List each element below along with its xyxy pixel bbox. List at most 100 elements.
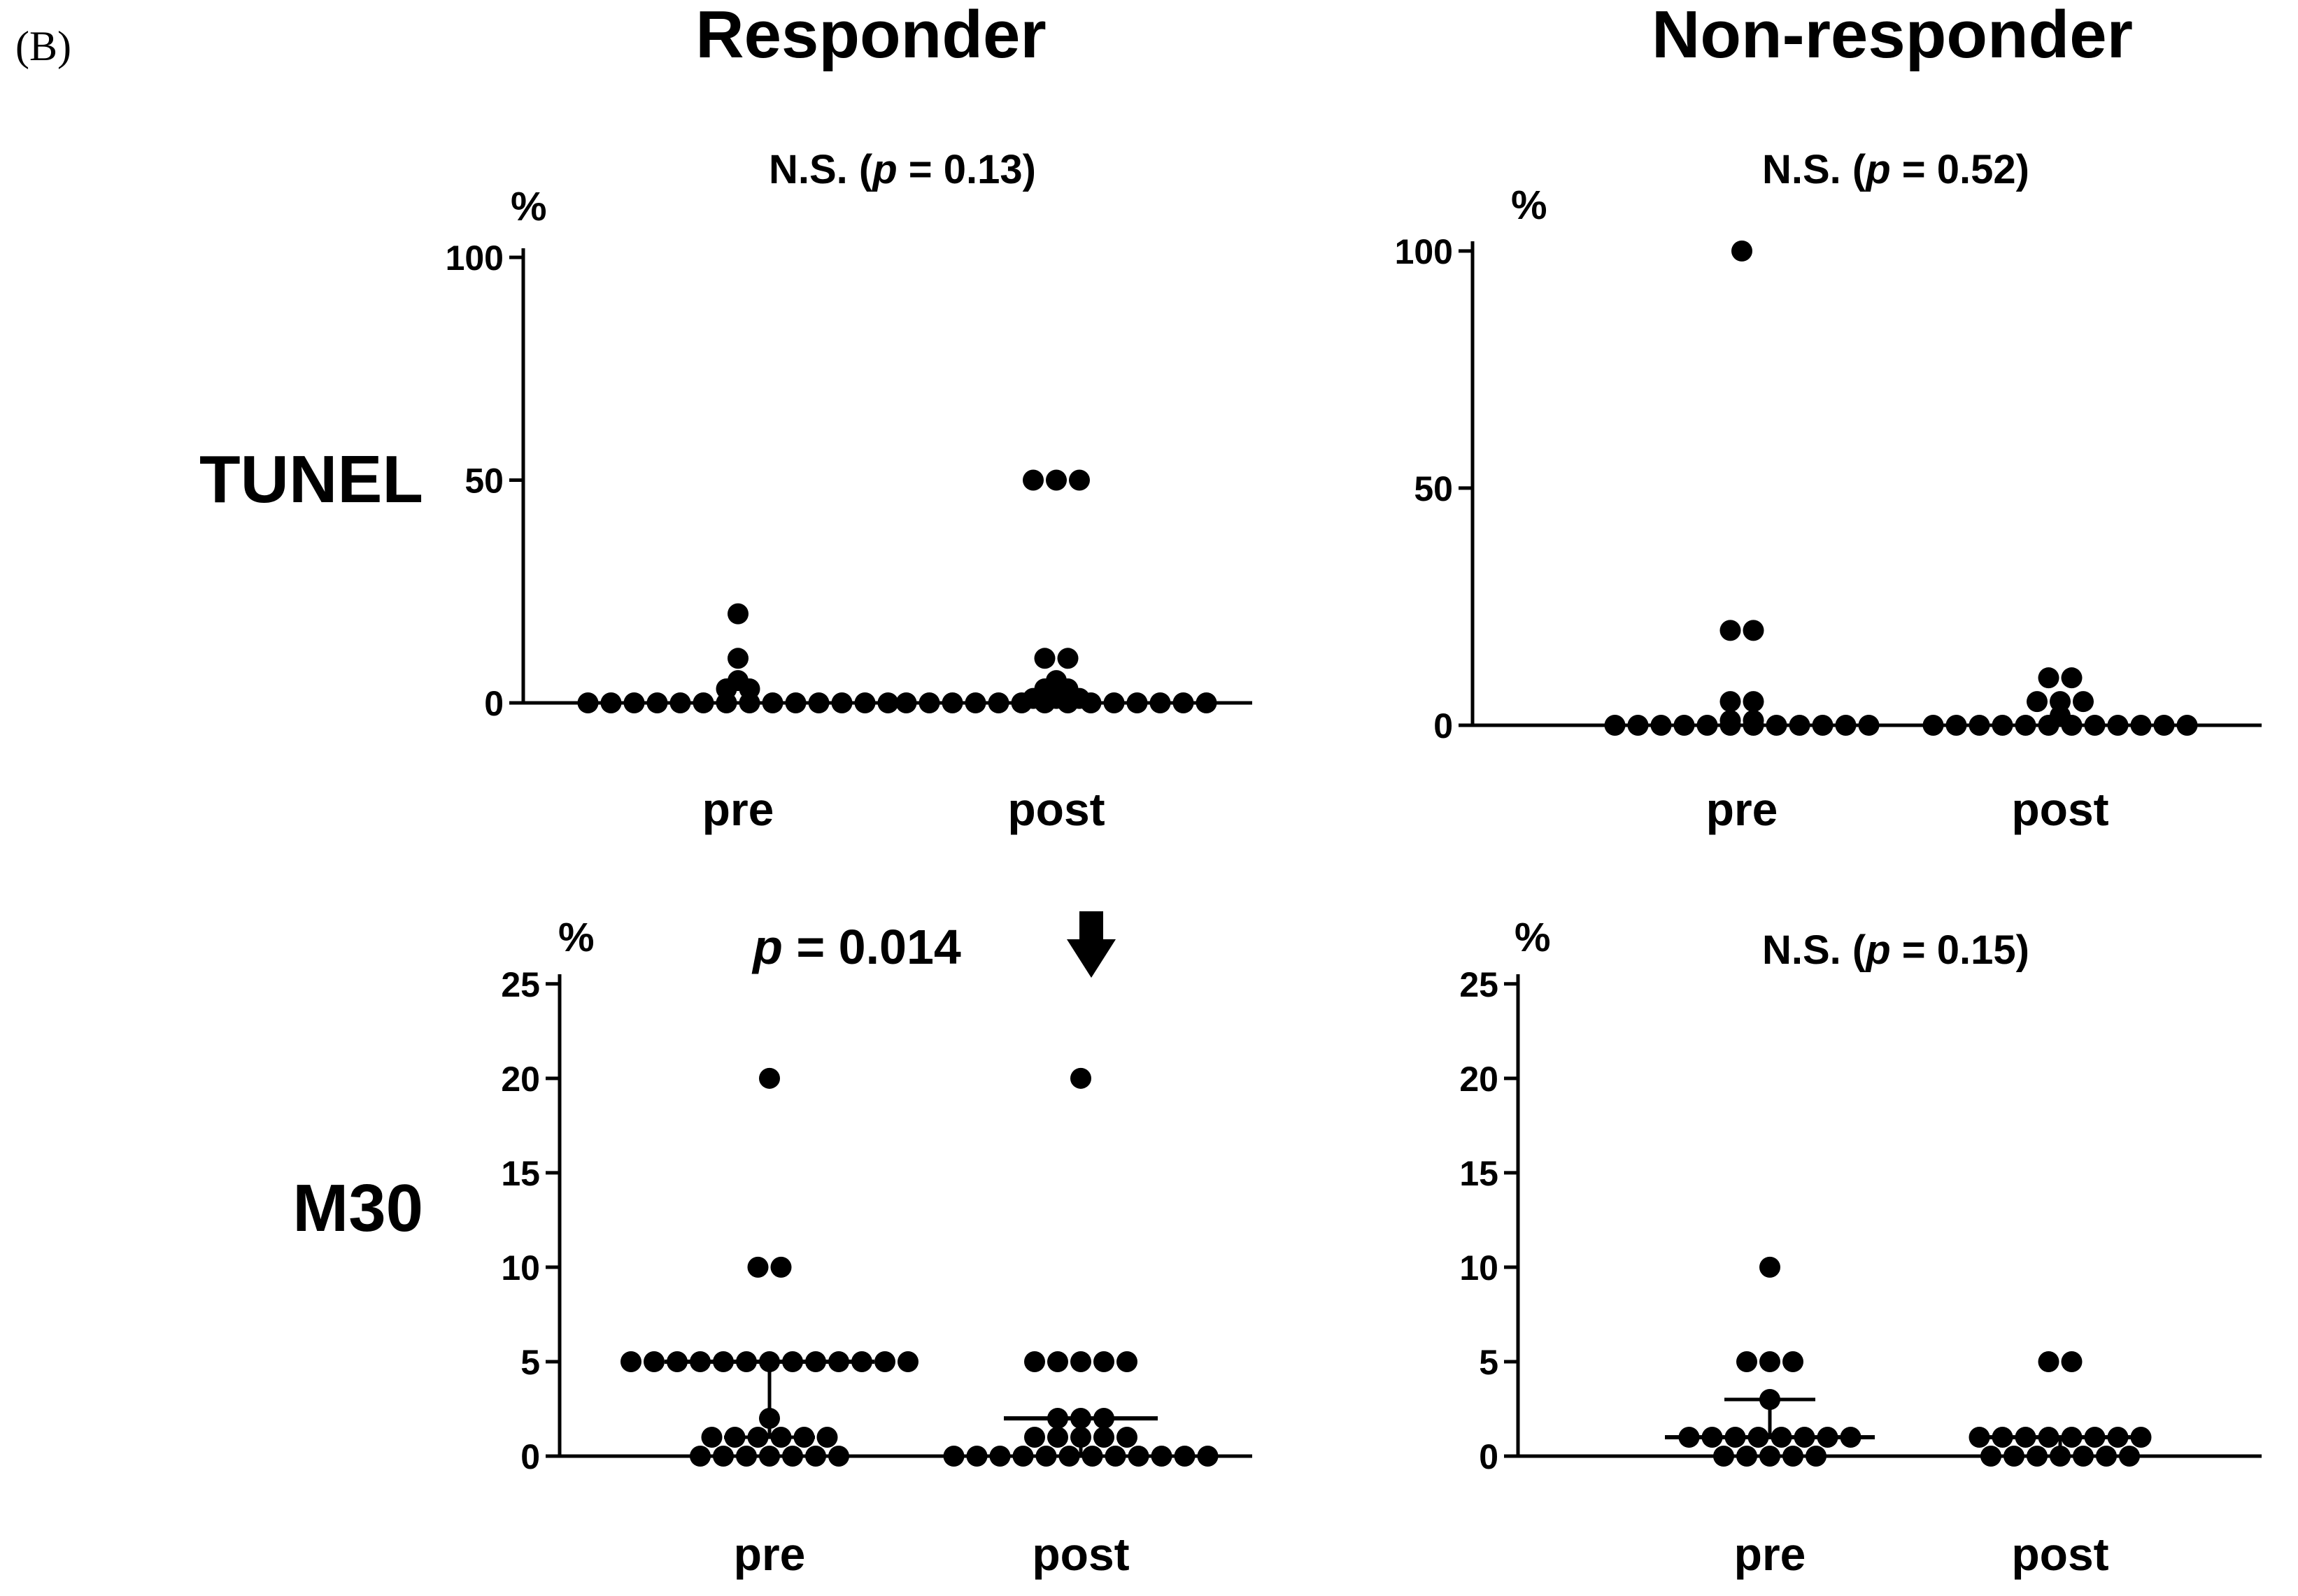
- x-category-label: post: [1032, 1528, 1129, 1580]
- y-tick-label: 100: [446, 238, 504, 278]
- data-point: [1070, 1067, 1091, 1089]
- data-point: [2061, 1351, 2083, 1372]
- data-point: [895, 692, 917, 713]
- data-point: [1627, 715, 1649, 736]
- y-tick-label: 25: [1459, 965, 1498, 1004]
- data-point: [1789, 715, 1810, 736]
- data-point: [646, 692, 668, 713]
- title-part: = 0.014: [783, 920, 961, 974]
- data-point: [1759, 1351, 1780, 1372]
- chart-title: N.S. (p = 0.13): [769, 147, 1036, 192]
- data-point: [1116, 1351, 1137, 1372]
- data-point: [577, 692, 599, 713]
- data-point: [2084, 715, 2106, 736]
- chart-title: N.S. (p = 0.52): [1762, 147, 2029, 192]
- data-point: [785, 692, 807, 713]
- data-point: [728, 648, 749, 669]
- title-part: N.S. (: [1762, 927, 1866, 973]
- data-point: [1766, 715, 1787, 736]
- y-tick-label: 10: [1459, 1248, 1498, 1288]
- data-point: [1969, 715, 1990, 736]
- chart-title: N.S. (p = 0.15): [1762, 927, 2029, 973]
- data-point: [1782, 1351, 1803, 1372]
- data-point: [1736, 1446, 1757, 1467]
- data-point: [693, 692, 714, 713]
- x-category-label: post: [2011, 783, 2108, 835]
- data-point: [1046, 469, 1067, 491]
- data-point: [1992, 715, 2013, 736]
- y-tick-label: 15: [1459, 1154, 1498, 1193]
- data-point: [898, 1351, 919, 1372]
- data-point: [1743, 691, 1764, 713]
- y-tick-label: 100: [1395, 232, 1453, 271]
- data-point: [874, 1351, 895, 1372]
- data-point: [2107, 715, 2129, 736]
- data-point: [1736, 1351, 1757, 1372]
- data-point: [2038, 667, 2059, 689]
- data-point: [1023, 687, 1044, 709]
- y-tick-label: 50: [1414, 469, 1453, 508]
- data-point: [2061, 667, 2083, 689]
- data-point: [1743, 620, 1764, 641]
- data-point: [1650, 715, 1672, 736]
- data-point: [620, 1351, 641, 1372]
- data-point: [1806, 1446, 1827, 1467]
- data-point: [1858, 715, 1880, 736]
- data-point: [1046, 670, 1067, 692]
- data-point: [1024, 1351, 1045, 1372]
- data-point: [1743, 710, 1764, 732]
- y-unit-label: %: [1511, 183, 1547, 228]
- data-point: [1024, 1426, 1045, 1448]
- x-category-label: pre: [734, 1528, 806, 1580]
- data-point: [1782, 1446, 1803, 1467]
- data-point: [759, 1446, 780, 1467]
- data-point: [623, 692, 645, 713]
- data-point: [1047, 1351, 1068, 1372]
- data-point: [1196, 692, 1217, 713]
- data-point: [644, 1351, 665, 1372]
- data-point: [690, 1446, 711, 1467]
- data-point: [2003, 1446, 2024, 1467]
- data-point: [828, 1446, 849, 1467]
- data-point: [1922, 715, 1944, 736]
- data-point: [1116, 1426, 1137, 1448]
- data-point: [713, 1446, 734, 1467]
- chart-resp-tunel: 0 50 100% N.S. (p = 0.13) pre post: [446, 147, 1252, 835]
- y-tick-label: 5: [520, 1343, 540, 1382]
- header-nonresponder: Non-responder: [1652, 0, 2133, 72]
- row-label-tunel: TUNEL: [199, 442, 423, 517]
- data-point: [728, 603, 749, 625]
- title-part: N.S. (: [769, 147, 873, 192]
- data-point: [2038, 1351, 2059, 1372]
- x-category-label: pre: [1706, 783, 1778, 835]
- data-point: [1069, 687, 1090, 709]
- data-point: [2130, 715, 2152, 736]
- data-point: [854, 692, 876, 713]
- data-point: [762, 692, 783, 713]
- x-category-label: post: [1007, 783, 1105, 835]
- data-point: [1046, 687, 1067, 709]
- y-unit-label: %: [558, 915, 595, 960]
- y-tick-label: 15: [501, 1154, 540, 1193]
- chart-title: p = 0.014: [751, 920, 961, 974]
- data-point: [2015, 715, 2036, 736]
- y-tick-label: 10: [501, 1248, 540, 1288]
- data-point: [2027, 691, 2048, 713]
- y-tick-label: 0: [484, 684, 504, 723]
- data-point: [1731, 240, 1752, 262]
- data-point: [966, 1446, 988, 1467]
- data-point: [831, 692, 853, 713]
- data-point: [1070, 1351, 1091, 1372]
- y-tick-label: 0: [1479, 1437, 1498, 1476]
- title-p-symbol: p: [751, 920, 783, 974]
- chart-non-m30: 0 5 10 15 20 25% N.S. (p = 0.15) pre post: [1459, 915, 2262, 1580]
- data-point: [816, 1426, 838, 1448]
- panel-label: (B): [15, 23, 71, 69]
- data-point: [736, 1446, 757, 1467]
- data-point: [877, 692, 899, 713]
- row-label-m30: M30: [292, 1171, 423, 1246]
- data-point: [1149, 692, 1171, 713]
- data-point: [770, 1256, 792, 1278]
- y-unit-label: %: [511, 184, 547, 229]
